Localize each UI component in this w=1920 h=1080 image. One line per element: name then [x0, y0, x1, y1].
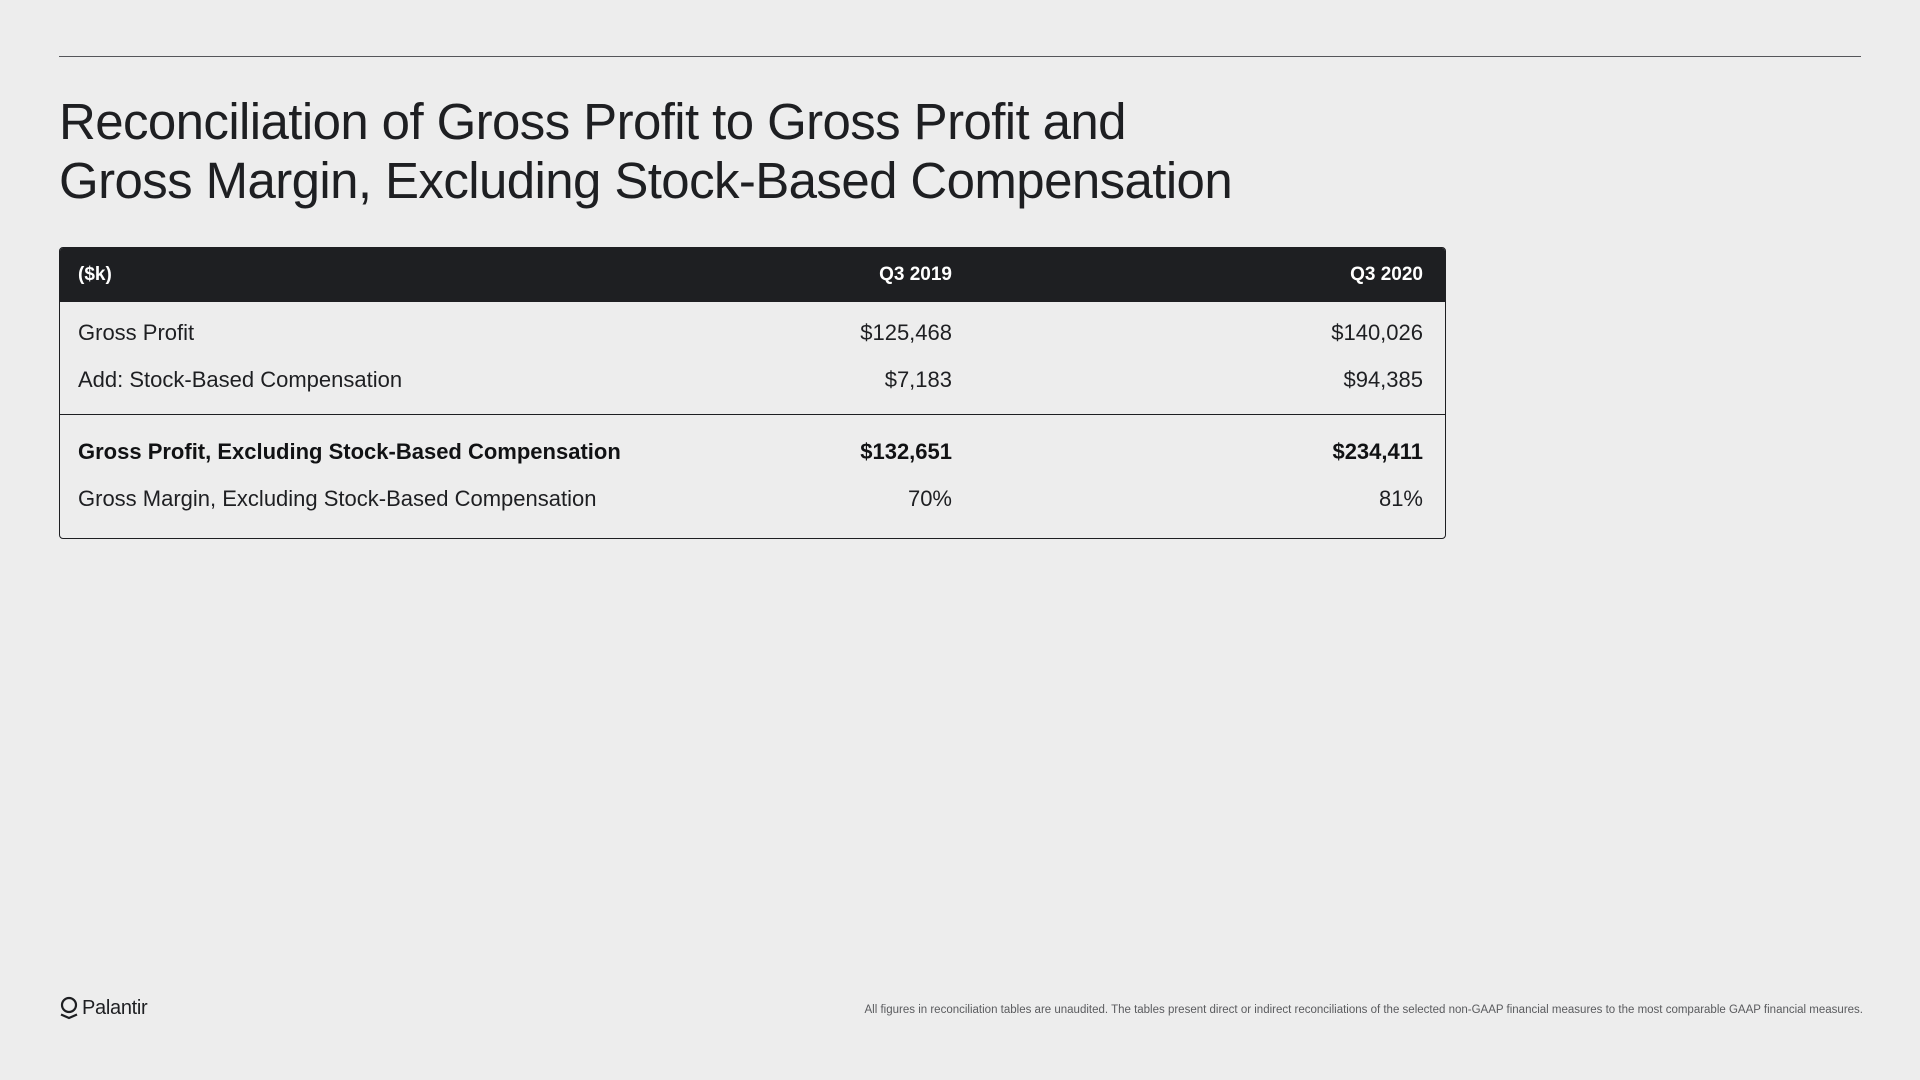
row-value-q3-2020: $140,026 [1331, 320, 1423, 345]
row-label: Add: Stock-Based Compensation [78, 367, 403, 392]
row-value-q3-2020: $234,411 [1332, 439, 1423, 464]
page-title: Reconciliation of Gross Profit to Gross … [59, 92, 1459, 210]
top-divider [59, 56, 1861, 57]
table-row-stock-based-compensation: Add: Stock-Based Compensation $7,183 $94… [60, 359, 1445, 399]
palantir-logo-icon [60, 996, 78, 1020]
row-value-q3-2020: 81% [1378, 486, 1423, 511]
reconciliation-table: ($k) Q3 2019 Q3 2020 Gross Profit $125,4… [59, 247, 1446, 539]
row-label: Gross Profit, Excluding Stock-Based Comp… [78, 439, 621, 464]
row-label: Gross Margin, Excluding Stock-Based Comp… [78, 486, 597, 511]
table-divider [60, 414, 1445, 415]
logo-text: Palantir [82, 996, 148, 1019]
row-value-q3-2019: $132,651 [860, 439, 952, 464]
header-q3-2020: Q3 2020 [1350, 264, 1423, 285]
title-line-2: Gross Margin, Excluding Stock-Based Comp… [59, 152, 1233, 209]
row-value-q3-2019: $7,183 [884, 367, 952, 392]
table-row-gross-margin-ex-sbc: Gross Margin, Excluding Stock-Based Comp… [60, 478, 1445, 518]
row-value-q3-2019: $125,468 [860, 320, 952, 345]
row-label: Gross Profit [78, 320, 195, 345]
footnote: All figures in reconciliation tables are… [864, 1004, 1863, 1016]
row-value-q3-2020: $94,385 [1343, 367, 1423, 392]
palantir-logo: Palantir [59, 995, 148, 1021]
table-header: ($k) Q3 2019 Q3 2020 [60, 248, 1445, 302]
table-row-gross-profit-ex-sbc: Gross Profit, Excluding Stock-Based Comp… [60, 431, 1445, 471]
header-q3-2019: Q3 2019 [879, 264, 952, 285]
header-units-label: ($k) [78, 264, 112, 285]
title-line-1: Reconciliation of Gross Profit to Gross … [59, 93, 1127, 150]
row-value-q3-2019: 70% [907, 486, 952, 511]
table-row-gross-profit: Gross Profit $125,468 $140,026 [60, 312, 1445, 352]
